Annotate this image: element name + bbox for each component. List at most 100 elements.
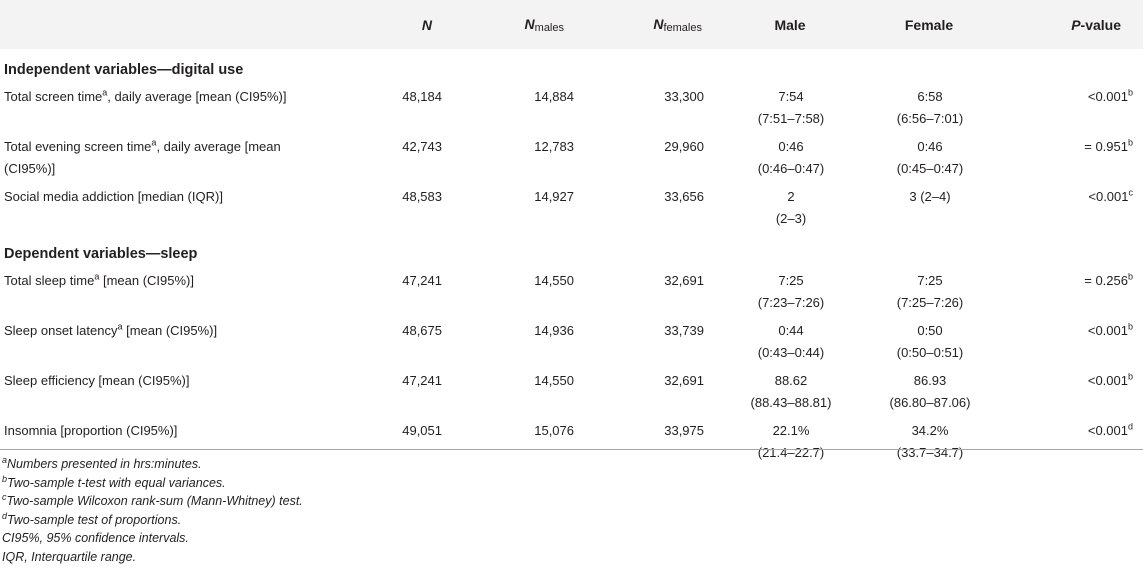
p-value-footnote-mark: c bbox=[1128, 187, 1134, 198]
cell-n-males: 14,550 bbox=[534, 273, 574, 288]
p-value-footnote-mark: b bbox=[1127, 271, 1133, 282]
cell-p-value: = 0.256b bbox=[996, 267, 1143, 317]
cell-n-males: 14,927 bbox=[534, 189, 574, 204]
footnote: aNumbers presented in hrs:minutes. bbox=[0, 455, 1143, 474]
cell-p-value: <0.001b bbox=[996, 367, 1143, 417]
cell-male: 0:44 (0:43–0:44) bbox=[712, 317, 854, 367]
table-row: Sleep efficiency [mean (CI95%)] 47,241 14,… bbox=[0, 367, 1143, 417]
header-n-text: N bbox=[421, 16, 432, 33]
cell-female-value: 3 (2–4) bbox=[909, 189, 951, 204]
header-n-females-main: N bbox=[653, 15, 664, 32]
header-p-italic: P bbox=[1071, 16, 1081, 33]
header-n-males-main: N bbox=[524, 15, 535, 32]
row-label-text-rest: [mean (CI95%)] bbox=[122, 323, 218, 338]
header-male-text: Male bbox=[774, 16, 806, 33]
cell-n-females: 33,975 bbox=[664, 423, 704, 438]
footnote-text: Two-sample test of proportions. bbox=[7, 512, 182, 527]
table-row: Social media addiction [median (IQR)] 48,… bbox=[0, 183, 1143, 233]
cell-p-value: <0.001b bbox=[996, 83, 1143, 133]
row-label-text: Sleep onset latency bbox=[4, 323, 118, 338]
cell-male-interval: (21.4–22.7) bbox=[757, 445, 825, 460]
header-n: N bbox=[330, 0, 450, 49]
cell-male-value: 22.1% bbox=[772, 423, 810, 438]
footnote: CI95%, 95% confidence intervals. bbox=[0, 529, 1143, 548]
cell-n-males: 15,076 bbox=[534, 423, 574, 438]
table-row: Sleep onset latencya [mean (CI95%)] 48,67… bbox=[0, 317, 1143, 367]
cell-p-value: = 0.951b bbox=[996, 133, 1143, 183]
results-table: N Nmales Nfemales Male Female P-value In… bbox=[0, 0, 1143, 467]
header-p-rest: -value bbox=[1080, 16, 1121, 33]
cell-n-females: 33,739 bbox=[664, 323, 704, 338]
cell-female-interval: (0:50–0:51) bbox=[896, 345, 964, 360]
cell-male-value: 2 bbox=[787, 189, 795, 204]
cell-female: 3 (2–4) bbox=[854, 183, 996, 233]
p-value-text: <0.001 bbox=[1088, 189, 1129, 204]
footnote-text: CI95%, 95% confidence intervals. bbox=[2, 531, 189, 545]
cell-n-females: 32,691 bbox=[664, 373, 704, 388]
row-label-text: Sleep efficiency [mean (CI95%)] bbox=[4, 373, 190, 388]
row-label-text-rest: , daily average [mean (CI95%)] bbox=[107, 89, 287, 104]
header-n-males: Nmales bbox=[450, 0, 582, 49]
footnote-mark: d bbox=[2, 510, 8, 521]
header-male: Male bbox=[712, 0, 854, 49]
cell-male-interval: (7:23–7:26) bbox=[757, 295, 825, 310]
footnote: bTwo-sample t-test with equal variances. bbox=[0, 474, 1143, 493]
cell-p-value: <0.001b bbox=[996, 317, 1143, 367]
header-n-males-sub: males bbox=[534, 21, 564, 34]
footnote: cTwo-sample Wilcoxon rank-sum (Mann-Whit… bbox=[0, 492, 1143, 511]
table-row: Total evening screen timea, daily averag… bbox=[0, 133, 1143, 183]
footnotes: aNumbers presented in hrs:minutes. bTwo-s… bbox=[0, 449, 1143, 566]
cell-male: 7:25 (7:23–7:26) bbox=[712, 267, 854, 317]
cell-n: 48,675 bbox=[402, 323, 442, 338]
p-value-text: <0.001 bbox=[1087, 89, 1128, 104]
row-label: Total sleep timea [mean (CI95%)] bbox=[0, 267, 330, 317]
cell-male-interval: (0:46–0:47) bbox=[757, 161, 825, 176]
p-value-footnote-mark: b bbox=[1127, 87, 1133, 98]
cell-n: 42,743 bbox=[402, 139, 442, 154]
cell-female-interval: (7:25–7:26) bbox=[896, 295, 964, 310]
section-title: Dependent variables—sleep bbox=[4, 246, 198, 262]
cell-female-interval: (6:56–7:01) bbox=[896, 111, 964, 126]
row-label-text: Total evening screen time bbox=[4, 139, 152, 154]
cell-n: 48,583 bbox=[402, 189, 442, 204]
cell-female: 34.2% (33.7–34.7) bbox=[854, 417, 996, 467]
cell-female: 0:50 (0:50–0:51) bbox=[854, 317, 996, 367]
row-label-text: Total sleep time bbox=[4, 273, 95, 288]
p-value-text: <0.001 bbox=[1087, 373, 1128, 388]
footnote-text: IQR, Interquartile range. bbox=[2, 549, 137, 564]
table-header: N Nmales Nfemales Male Female P-value bbox=[0, 0, 1143, 49]
row-label-text: Insomnia [proportion (CI95%)] bbox=[4, 423, 178, 438]
cell-male-value: 7:25 bbox=[778, 273, 804, 288]
table-row: Insomnia [proportion (CI95%)] 49,051 15,07… bbox=[0, 417, 1143, 467]
cell-n-females: 33,300 bbox=[664, 89, 704, 104]
footnote-mark: c bbox=[2, 491, 7, 502]
p-value-footnote-mark: b bbox=[1127, 371, 1133, 382]
row-label-text-rest: , daily average [mean (CI95%)] bbox=[4, 139, 281, 176]
cell-male-interval: (2–3) bbox=[775, 211, 807, 226]
cell-n-males: 14,550 bbox=[534, 373, 574, 388]
cell-female-value: 0:46 bbox=[917, 139, 943, 154]
row-label-footnote-mark: a bbox=[151, 137, 157, 148]
cell-n: 49,051 bbox=[402, 423, 442, 438]
cell-male-value: 0:46 bbox=[778, 139, 804, 154]
cell-male-value: 7:54 bbox=[778, 89, 804, 104]
header-p-value: P-value bbox=[996, 0, 1143, 49]
cell-female: 7:25 (7:25–7:26) bbox=[854, 267, 996, 317]
header-row: N Nmales Nfemales Male Female P-value bbox=[0, 0, 1143, 49]
row-label: Sleep onset latencya [mean (CI95%)] bbox=[0, 317, 330, 367]
row-label: Sleep efficiency [mean (CI95%)] bbox=[0, 367, 330, 417]
header-n-females-sub: females bbox=[663, 21, 702, 34]
cell-n-males: 12,783 bbox=[534, 139, 574, 154]
row-label-footnote-mark: a bbox=[102, 87, 108, 98]
cell-n: 47,241 bbox=[402, 373, 442, 388]
footnote-text: Two-sample t-test with equal variances. bbox=[7, 475, 226, 490]
p-value-footnote-mark: d bbox=[1127, 421, 1133, 432]
p-value-text: <0.001 bbox=[1087, 423, 1128, 438]
cell-male-interval: (88.43–88.81) bbox=[750, 395, 832, 410]
cell-male: 2 (2–3) bbox=[712, 183, 854, 233]
row-label-footnote-mark: a bbox=[94, 271, 100, 282]
cell-male-interval: (7:51–7:58) bbox=[757, 111, 825, 126]
table-body: Independent variables—digital use Total s… bbox=[0, 49, 1143, 467]
footnote-text: Two-sample Wilcoxon rank-sum (Mann-Whitn… bbox=[6, 494, 303, 508]
cell-n-males: 14,936 bbox=[534, 323, 574, 338]
